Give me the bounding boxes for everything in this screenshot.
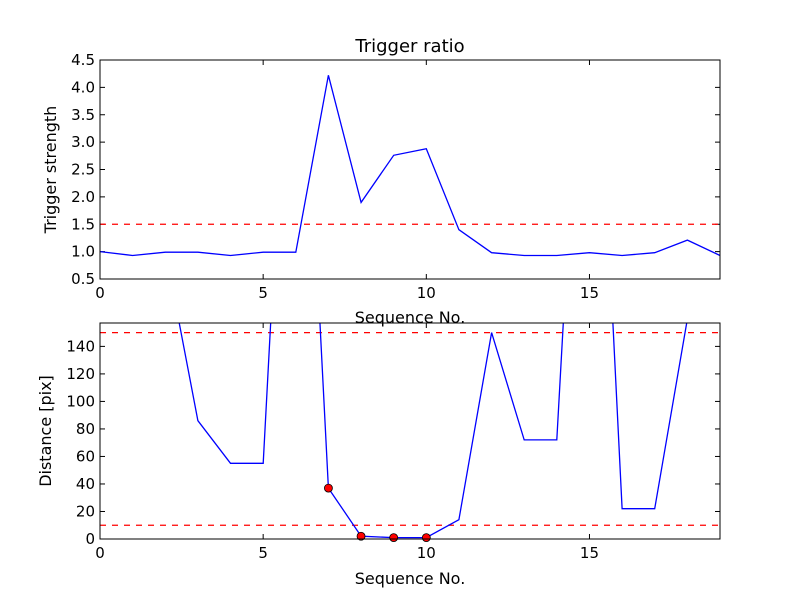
y-tick-label: 2.5 [71,161,95,179]
x-tick-label: 0 [95,544,105,562]
distance-panel: 0 5 10 15 0 20 40 60 80 100 120 140 Sequence No. Di… [36,322,721,588]
x-tick-label: 15 [580,544,599,562]
y-tick-label: 4.5 [71,51,95,69]
plot-frame-top [99,59,721,280]
y-tick-label: 60 [76,447,95,465]
y-tick-label: 0.5 [71,270,95,288]
marker-point [356,531,366,541]
y-tick-label: 120 [66,365,95,383]
y-tick-label: 20 [76,502,95,520]
y-tick-label: 100 [66,392,95,410]
x-tick-label: 5 [258,284,268,302]
marker-point [421,533,431,543]
y-tick-label: 1.5 [71,215,95,233]
y-tick-label: 80 [76,420,95,438]
x-tick-label: 10 [417,284,436,302]
x-tick-label: 10 [417,544,436,562]
distance-line [178,323,688,539]
x-axis-label-bottom: Sequence No. [355,569,466,588]
plot-frame-bottom [99,322,721,540]
marker-point [324,483,333,493]
y-tick-label: 4.0 [71,78,95,96]
y-tick-label: 1.0 [71,243,95,261]
chart-title: Trigger ratio [354,36,464,57]
y-tick-label: 40 [76,475,95,493]
y-axis-label-bottom: Distance [pix] [36,375,55,487]
marker-point [389,533,399,543]
y-tick-label: 0 [85,530,95,548]
trigger-strength-line [100,75,720,257]
trigger-ratio-panel: Trigger ratio 0 5 10 15 0.5 1.0 1.5 2.0 2.5 3.0 3.… [41,36,721,327]
y-axis-label-top: Trigger strength [41,106,60,235]
y-tick-label: 2.0 [71,188,95,206]
x-tick-label: 5 [258,544,268,562]
y-tick-label: 3.0 [71,133,95,151]
x-axis-label-top: Sequence No. [355,308,466,327]
y-tick-label: 3.5 [71,106,95,124]
x-tick-label: 0 [95,284,105,302]
y-tick-label: 140 [66,337,95,355]
x-tick-label: 15 [580,284,599,302]
